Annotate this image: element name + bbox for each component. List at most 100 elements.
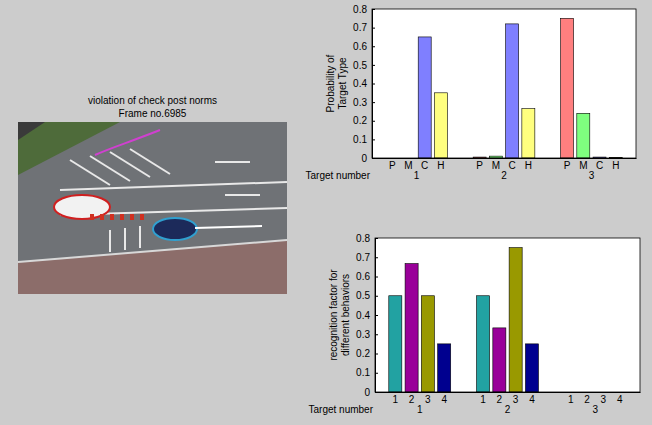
tick-mark [375, 277, 378, 278]
tick-mark [372, 121, 375, 122]
series-label: C [596, 160, 603, 171]
series-label: P [564, 160, 571, 171]
y-tick: 0.4 [353, 78, 375, 89]
tick-mark [375, 315, 378, 316]
track [95, 130, 160, 155]
bars [389, 248, 539, 392]
figure-canvas: violation of check post normsFrame no.69… [0, 0, 652, 425]
kerb [18, 240, 287, 262]
tick-mark [375, 354, 378, 355]
tick-label: 0.1 [353, 134, 367, 145]
group-label: 1 [417, 404, 423, 415]
tick-mark [372, 65, 375, 66]
cone [120, 214, 124, 220]
series-label: 2 [584, 394, 590, 405]
series-label: 4 [441, 394, 447, 405]
series-label: 3 [513, 394, 519, 405]
video-frame [18, 122, 287, 294]
cone [110, 214, 114, 220]
cone [100, 214, 104, 220]
x-tick: 1 [414, 158, 420, 181]
cone [90, 214, 94, 220]
bar [389, 296, 402, 392]
tick-label: 0.8 [356, 233, 370, 244]
x-tick: 2 [505, 392, 511, 415]
y-axis-title-line: Target Type [337, 57, 348, 110]
x-tick: 1 [417, 392, 423, 415]
x-axis-line [376, 392, 641, 393]
series-label: 2 [409, 394, 415, 405]
group-label: 2 [505, 404, 511, 415]
x-tick: 3 [589, 158, 595, 181]
y-tick: 0.4 [356, 310, 378, 321]
plot-frame [375, 238, 640, 392]
y-axis-title-line: different behaviors [340, 274, 351, 356]
y-axis: 00.10.20.30.40.50.60.70.8 [353, 4, 375, 164]
bar [434, 93, 447, 158]
y-tick: 0.2 [353, 115, 375, 126]
y-axis: 00.10.20.30.40.50.60.70.8 [356, 233, 378, 398]
tick-mark [375, 296, 378, 297]
car [153, 218, 197, 240]
tick-mark [375, 238, 378, 239]
series-label: 1 [480, 394, 486, 405]
pavement [18, 240, 287, 294]
tick-label: 0.3 [353, 97, 367, 108]
tick-label: 0.4 [353, 78, 367, 89]
series-label: P [476, 160, 483, 171]
bar [525, 344, 538, 392]
plot-background [375, 238, 640, 392]
bar [509, 248, 522, 392]
road-marking [215, 161, 250, 163]
series-label: C [509, 160, 516, 171]
series-label: 3 [601, 394, 607, 405]
plot-background [372, 9, 636, 158]
tick-mark [375, 334, 378, 335]
tick-label: 0.7 [356, 252, 370, 263]
tick-mark [372, 9, 375, 10]
bar [561, 18, 574, 158]
series-label: 4 [529, 394, 535, 405]
series-label: M [579, 160, 587, 171]
tick-label: 0.5 [353, 60, 367, 71]
road-marking [109, 230, 111, 252]
tick-label: 0 [364, 387, 370, 398]
road-marking [139, 226, 141, 248]
tick-label: 0.6 [356, 271, 370, 282]
bar [421, 296, 434, 392]
y-tick: 0.3 [353, 97, 375, 108]
series-label: 1 [568, 394, 574, 405]
y-tick: 0.8 [356, 233, 378, 244]
tick-label: 0.6 [353, 41, 367, 52]
y-axis-title: Probability ofTarget Type [325, 54, 348, 112]
tick-mark [372, 139, 375, 140]
tick-label: 0.4 [356, 310, 370, 321]
series-label: 2 [497, 394, 503, 405]
y-axis-title-line: Probability of [325, 54, 336, 112]
tick-label: 0.2 [353, 115, 367, 126]
grass [18, 122, 120, 175]
series-label: 1 [393, 394, 399, 405]
y-tick: 0.6 [353, 41, 375, 52]
tick-label: 0.7 [353, 22, 367, 33]
frame-subtitle: Frame no.6985 [119, 108, 187, 119]
series-label: M [492, 160, 500, 171]
tick-mark [372, 84, 375, 85]
group-label: 3 [589, 170, 595, 181]
building [18, 122, 45, 140]
series-label: C [421, 160, 428, 171]
y-tick: 0.1 [356, 367, 378, 378]
y-tick: 0.7 [353, 22, 375, 33]
bar [493, 328, 506, 392]
x-tick: 2 [501, 158, 507, 181]
series-label: 4 [617, 394, 623, 405]
group-label: 3 [592, 404, 598, 415]
tick-label: 0.3 [356, 329, 370, 340]
y-axis-title: recognition factor fordifferent behavior… [328, 269, 351, 361]
x-axis: 123 [376, 392, 641, 415]
track [195, 226, 262, 228]
road-marking [110, 152, 150, 177]
y-tick: 0.1 [353, 134, 375, 145]
series-label: M [404, 160, 412, 171]
x-axis-title: Target number [309, 404, 374, 415]
